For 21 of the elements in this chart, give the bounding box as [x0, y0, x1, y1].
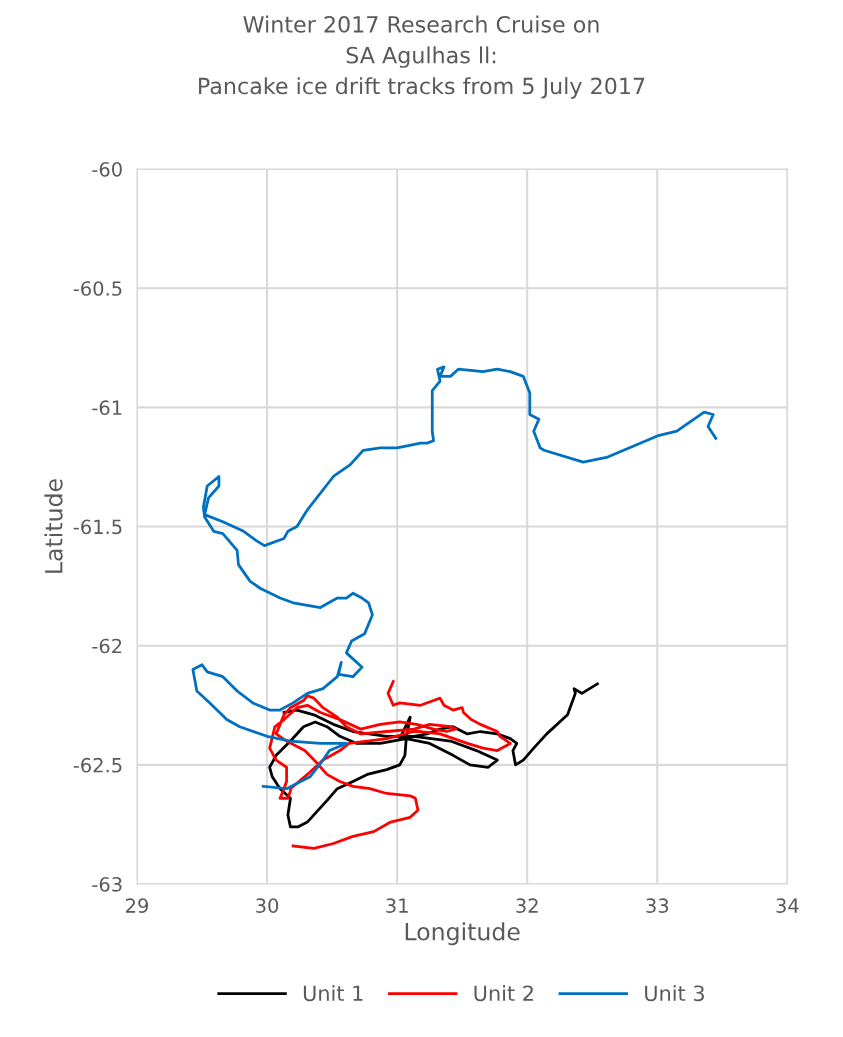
- chart-title: Winter 2017 Research Cruise on SA Agulhas ll: Pancake ice drift tracks from 5 July 2017: [199, 15, 645, 99]
- x-tick-label: 33: [646, 898, 669, 913]
- x-tick-label: 30: [256, 898, 279, 913]
- y-tick-label: -61: [92, 400, 122, 416]
- y-tick-label: -62.5: [73, 757, 122, 773]
- x-tick-label: 29: [126, 898, 148, 913]
- y-tick-label: -61.5: [73, 519, 122, 535]
- x-tick-label: 32: [516, 898, 538, 913]
- x-axis-title: Longitude: [405, 922, 520, 946]
- x-tick-label: 31: [386, 898, 408, 913]
- y-tick-label: -60.5: [73, 281, 122, 296]
- legend-label: Unit 3: [645, 985, 704, 1002]
- legend-label: Unit 2: [474, 985, 533, 1002]
- line-series: [191, 365, 718, 791]
- line-series: [268, 680, 512, 850]
- y-tick-label: -60: [92, 161, 122, 177]
- x-tick-label: 34: [776, 898, 799, 913]
- y-axis-title: Latitude: [44, 479, 63, 573]
- y-tick-label: -62: [92, 638, 122, 654]
- y-tick-label: -63: [92, 877, 122, 892]
- legend-label: Unit 1: [303, 985, 363, 1002]
